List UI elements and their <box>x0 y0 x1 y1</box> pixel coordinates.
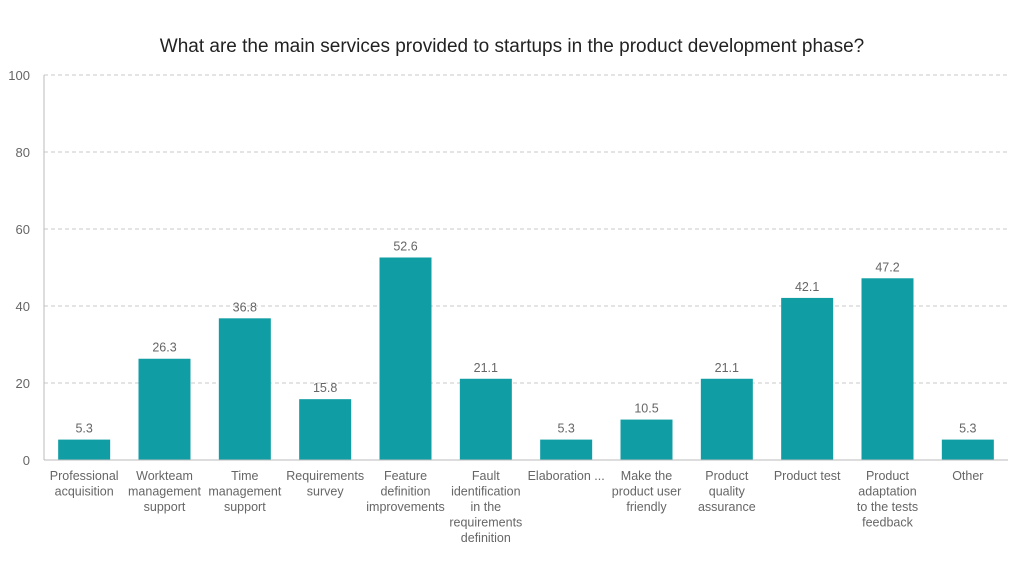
bar <box>861 278 914 460</box>
bar <box>299 399 352 460</box>
data-label: 42.1 <box>795 280 819 294</box>
x-tick-label: Feature definition improvements <box>366 469 445 514</box>
data-label: 5.3 <box>75 422 92 436</box>
x-tick-label: Time management support <box>208 469 281 514</box>
bar <box>941 439 994 460</box>
bar <box>700 378 753 460</box>
bar <box>781 297 834 460</box>
y-tick-label: 100 <box>8 68 30 83</box>
data-label: 10.5 <box>634 402 658 416</box>
data-label: 36.8 <box>233 300 257 314</box>
bar <box>138 358 191 460</box>
data-label: 21.1 <box>474 361 498 375</box>
bar <box>58 439 111 460</box>
bar <box>540 439 593 460</box>
x-tick-label: Other <box>952 469 983 483</box>
data-label: 26.3 <box>152 341 176 355</box>
y-tick-label: 80 <box>16 145 30 160</box>
x-tick-label: Product adaptation to the tests feedback <box>857 469 918 530</box>
y-tick-label: 0 <box>23 453 30 468</box>
x-tick-label: Fault identification in the requirements def… <box>449 469 522 545</box>
bar <box>218 318 271 460</box>
data-label: 15.8 <box>313 381 337 395</box>
bar <box>379 257 432 460</box>
x-tick-label: Professional acquisition <box>50 469 119 499</box>
data-label: 52.6 <box>393 239 417 253</box>
chart-title: What are the main services provided to s… <box>160 36 864 57</box>
x-tick-label: Elaboration ... <box>528 469 605 483</box>
y-tick-label: 60 <box>16 222 30 237</box>
x-tick-label: Make the product user friendly <box>612 469 681 514</box>
y-axis: 0 20 40 60 80 100 <box>8 68 45 468</box>
y-tick-label: 20 <box>16 376 30 391</box>
data-label: 5.3 <box>557 422 574 436</box>
data-label: 21.1 <box>715 361 739 375</box>
data-label: 5.3 <box>959 422 976 436</box>
y-tick-label: 40 <box>16 299 30 314</box>
x-tick-label: Product quality assurance <box>698 469 756 514</box>
x-tick-label: Workteam management support <box>128 469 201 514</box>
data-label: 47.2 <box>875 260 899 274</box>
bar <box>459 378 512 460</box>
bar <box>620 419 673 460</box>
bars: 5.3 26.3 36.8 15.8 52.6 21.1 5.3 10.5 21.1 42.1 47… <box>58 239 994 460</box>
x-tick-label: Product test <box>774 469 841 483</box>
x-tick-label: Requirements survey <box>286 469 364 499</box>
x-axis: Professional acquisition Workteam managemen… <box>44 459 1008 545</box>
